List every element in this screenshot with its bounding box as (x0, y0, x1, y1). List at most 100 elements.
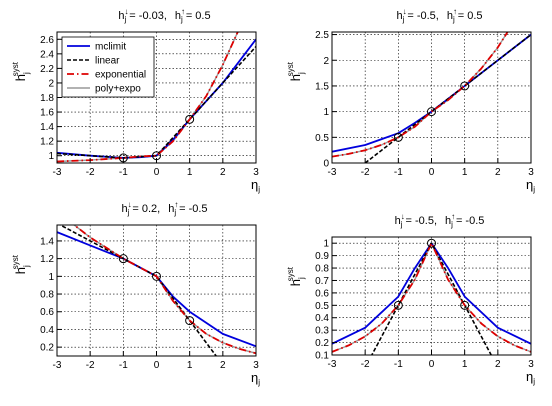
series-line-poly_expo (332, 32, 509, 158)
panel-title-down-sup: ↓ (403, 7, 407, 16)
x-axis-label-sub: j (532, 185, 535, 194)
y-tick-label: 0.4 (40, 325, 54, 336)
panel-title-down-sub: j (400, 220, 403, 229)
panel-title-h-down-label: h (396, 10, 402, 22)
x-tick-label: 3 (528, 167, 534, 178)
panel-title-up-sub: j (173, 208, 176, 217)
data-point-marker (427, 107, 436, 117)
x-tick-label: -1 (119, 360, 128, 371)
x-axis-label-symbol: η (251, 177, 258, 192)
legend-box (61, 36, 155, 98)
panel-title-h-up-label: h (175, 10, 181, 22)
data-point-marker (427, 238, 436, 248)
panel-title-down-value: = 0.2, (132, 203, 160, 215)
panel-title-up-sup: ↑ (451, 212, 455, 221)
series-line-exponential (332, 32, 509, 158)
x-axis-label: ηj (526, 369, 535, 386)
y-axis-label-sub: j (22, 72, 31, 75)
x-axis-label-symbol: η (526, 177, 533, 192)
data-point-marker (460, 300, 470, 310)
y-tick-label: 0.6 (315, 288, 329, 299)
data-point-marker (185, 316, 195, 326)
y-axis-label: hjsyst (11, 254, 31, 274)
panel-title-down-sub: j (124, 15, 127, 24)
legend-label-exponential: exponential (95, 70, 146, 81)
x-tick-label: 3 (253, 167, 259, 178)
panel-title-h-down-label: h (121, 203, 127, 215)
panel-title: h↓ j = -0.5, h↑ j = 0.5 (396, 7, 482, 24)
x-axis-label-sub: j (532, 377, 535, 386)
y-tick-label: 1 (323, 239, 329, 250)
y-axis-label-sub: j (22, 265, 31, 268)
panel-title: h↓ j = -0.5, h↑ j = -0.5 (395, 212, 485, 229)
y-axis-label: hjsyst (11, 61, 31, 81)
x-tick-label: 2 (495, 359, 501, 370)
x-axis-label: ηj (251, 370, 260, 387)
y-tick-label: 1.8 (40, 93, 54, 104)
legend-label-mclimit: mclimit (95, 42, 126, 53)
y-axis-label-sup: syst (286, 61, 295, 76)
x-tick-label: 0 (429, 359, 435, 370)
legend-label-linear: linear (95, 56, 120, 67)
panel-title-up-value: = 0.5 (186, 10, 211, 22)
panel-title-down-value: = -0.5, (406, 215, 438, 227)
y-tick-label: 1.2 (40, 254, 54, 265)
x-axis-label-symbol: η (526, 369, 533, 384)
y-tick-label: 0.5 (315, 133, 329, 144)
data-point-marker (393, 132, 403, 142)
panel-title: h↓ j = -0.03, h↑ j = 0.5 (118, 7, 210, 24)
plot-frame (331, 31, 532, 164)
y-axis-label-text: hjsyst (286, 266, 306, 286)
data-point-marker (185, 114, 195, 124)
panel-title-up-sub: j (452, 15, 455, 24)
x-tick-label: 2 (495, 167, 501, 178)
series-line-linear (364, 33, 531, 163)
x-tick-label: -2 (86, 360, 95, 371)
y-tick-label: 1.4 (40, 122, 54, 133)
panel-title-down-sup: ↓ (401, 212, 405, 221)
y-tick-label: 0.9 (315, 251, 329, 262)
series-line-exponential (57, 32, 239, 163)
x-tick-label: 0 (154, 360, 160, 371)
series-line-exponential (72, 225, 256, 355)
x-tick-label: 3 (253, 360, 259, 371)
panel-4: -3 -2 -1 0 1 2 30.10.20.30.40.50.60.70.80.91ηj… (286, 212, 535, 386)
panel-title-h-up-label: h (445, 215, 451, 227)
x-tick-label: 0 (154, 167, 160, 178)
y-tick-label: 0.8 (40, 290, 54, 301)
y-axis-label-symbol: h (288, 74, 303, 81)
data-point-marker (393, 300, 403, 310)
panel-title: h↓ j = 0.2, h↑ j = -0.5 (121, 200, 207, 217)
data-point-marker (152, 271, 161, 281)
series-line-linear (370, 242, 493, 355)
data-point-marker (118, 254, 128, 264)
panel-title-down-sup: ↓ (125, 7, 129, 16)
x-tick-label: -2 (361, 359, 370, 370)
legend: mclimit linear exponential poly+expo (61, 36, 155, 98)
series-line-linear (57, 46, 256, 159)
x-tick-label: 1 (187, 167, 193, 178)
y-axis-label-sup: syst (286, 266, 295, 281)
x-tick-label: 2 (220, 167, 226, 178)
legend-label-poly_expo: poly+expo (95, 84, 141, 95)
x-tick-label: 0 (429, 167, 435, 178)
x-axis-label-sub: j (257, 185, 260, 194)
y-tick-label: 0 (323, 159, 329, 170)
panel-title-up-value: = -0.5 (456, 215, 484, 227)
y-axis-label-text: hjsyst (11, 254, 31, 274)
panel-title-up-sup: ↑ (453, 7, 457, 16)
panel-title-up-sup: ↑ (174, 200, 178, 209)
y-axis-label: hjsyst (286, 61, 306, 81)
y-tick-label: 0.1 (315, 351, 329, 362)
series-line-linear (58, 225, 218, 356)
y-axis-label-text: hjsyst (286, 61, 306, 81)
panel-title-down-sup: ↓ (128, 200, 132, 209)
x-tick-label: -3 (328, 359, 337, 370)
y-tick-label: 0.8 (315, 264, 329, 275)
x-tick-label: 3 (528, 359, 534, 370)
x-tick-label: -2 (86, 167, 95, 178)
x-tick-label: 1 (187, 360, 193, 371)
y-axis-label-symbol: h (13, 74, 28, 81)
y-tick-label: 2.5 (315, 30, 329, 41)
